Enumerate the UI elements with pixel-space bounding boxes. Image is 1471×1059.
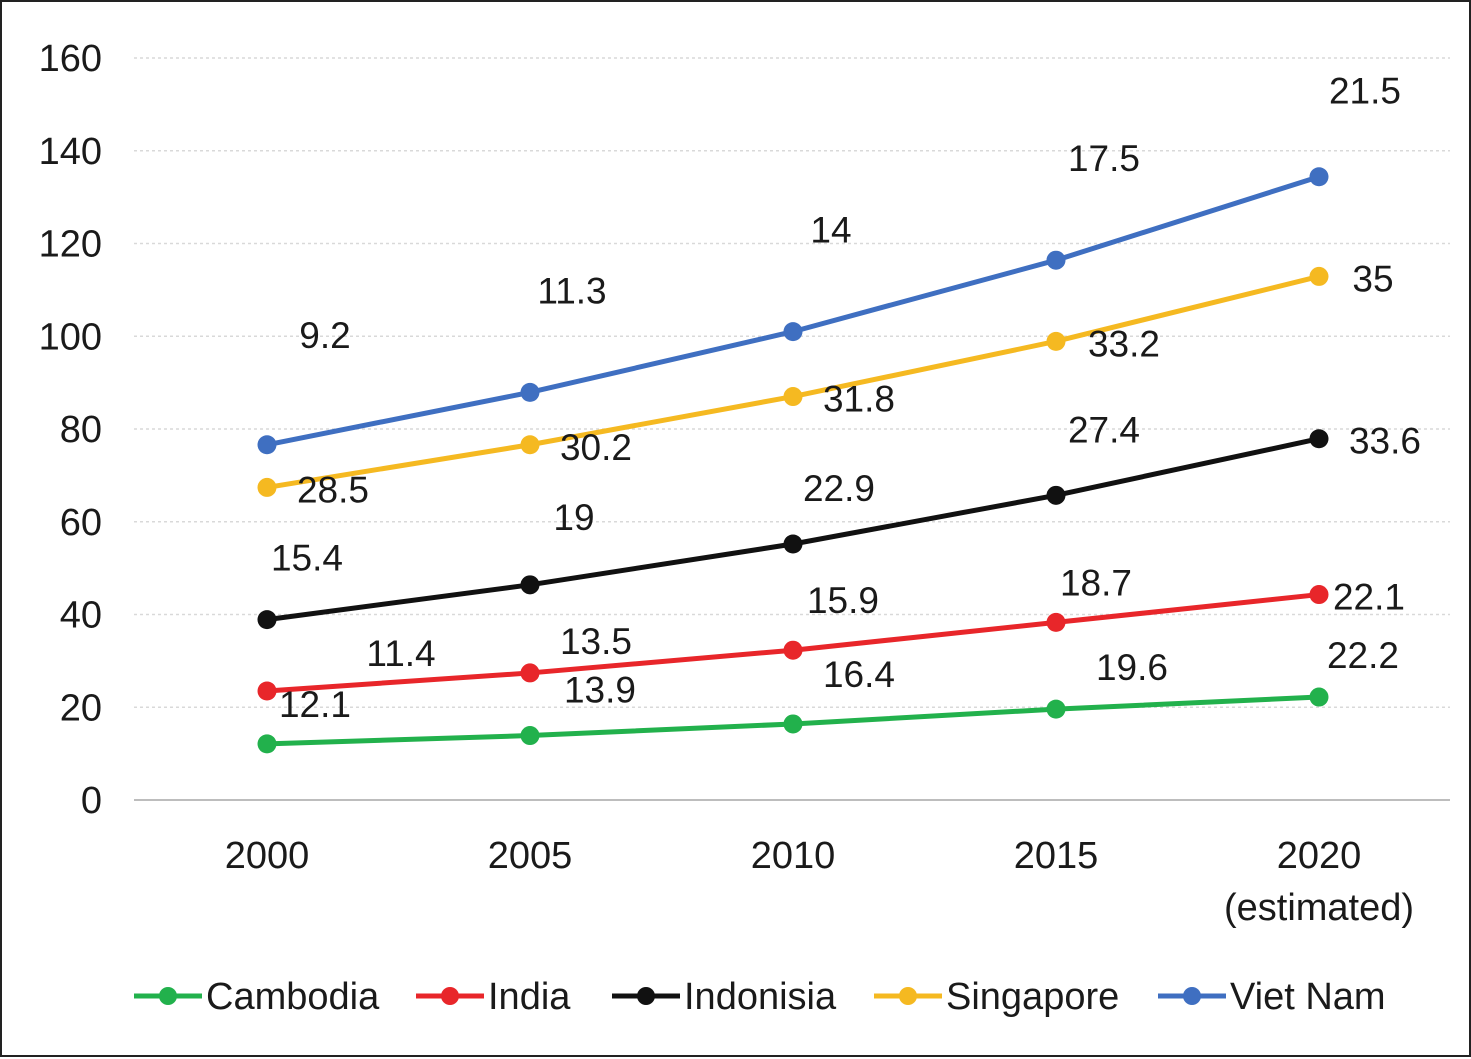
data-label: 19	[553, 497, 594, 538]
data-point	[1309, 266, 1329, 286]
legend-item-indonisia: Indonisia	[612, 976, 837, 1018]
data-label: 22.9	[803, 468, 875, 509]
data-point	[1046, 250, 1066, 270]
y-tick-label: 100	[39, 316, 102, 358]
legend-item-viet-nam: Viet Nam	[1158, 976, 1386, 1018]
data-label: 22.1	[1333, 577, 1405, 618]
legend-label: Viet Nam	[1230, 976, 1386, 1018]
data-point	[1309, 429, 1329, 449]
y-tick-label: 60	[60, 502, 102, 544]
data-label: 30.2	[560, 427, 632, 468]
legend-item-cambodia: Cambodia	[134, 976, 380, 1018]
data-point	[257, 681, 277, 701]
data-label: 28.5	[297, 469, 369, 510]
data-label: 15.9	[807, 580, 879, 621]
gridlines	[134, 57, 1450, 801]
data-point	[783, 640, 803, 660]
x-tick-label: 2020	[1277, 835, 1362, 877]
data-point	[520, 435, 540, 455]
data-point	[1046, 699, 1066, 719]
data-point	[520, 382, 540, 402]
data-label: 35	[1352, 258, 1393, 299]
data-labels: 12.1 13.9 16.4 19.6 22.2 11.4 13.5 15.9 18.7 22.1…	[271, 71, 1421, 725]
y-tick-label: 0	[81, 780, 102, 822]
x-axis: 2000 2005 2010 2015 2020 (estimated)	[225, 835, 1414, 929]
legend-label: Indonisia	[684, 976, 837, 1018]
data-label: 14	[810, 210, 851, 251]
data-label: 21.5	[1329, 71, 1401, 112]
y-tick-label: 80	[60, 409, 102, 451]
data-label: 12.1	[279, 684, 351, 725]
series-lines	[257, 167, 1329, 754]
data-point	[1309, 585, 1329, 605]
data-point	[520, 726, 540, 746]
data-label: 17.5	[1068, 138, 1140, 179]
x-tick-label: 2000	[225, 835, 310, 877]
series-line-singapore	[264, 273, 1322, 490]
data-label: 9.2	[299, 315, 350, 356]
legend-label: Cambodia	[206, 976, 380, 1018]
data-label: 22.2	[1327, 635, 1399, 676]
data-point	[257, 477, 277, 497]
x-tick-label: 2015	[1014, 835, 1099, 877]
legend-item-singapore: Singapore	[874, 976, 1119, 1018]
legend-label: Singapore	[946, 976, 1119, 1018]
data-label: 18.7	[1060, 562, 1132, 603]
data-point	[1309, 167, 1329, 187]
data-label: 11.3	[537, 270, 606, 311]
data-point	[1046, 331, 1066, 351]
legend-marker	[1183, 987, 1201, 1005]
legend-marker	[441, 987, 459, 1005]
legend-marker	[899, 987, 917, 1005]
data-label: 27.4	[1068, 409, 1140, 450]
data-point	[257, 734, 277, 754]
data-point	[783, 534, 803, 554]
data-label: 16.4	[823, 654, 895, 695]
data-label: 11.4	[366, 633, 435, 674]
data-point	[1309, 687, 1329, 707]
y-tick-label: 20	[60, 687, 102, 729]
y-axis: 0 20 40 60 80 100 120 140 160	[39, 38, 102, 822]
data-point	[1046, 612, 1066, 632]
legend-marker	[159, 987, 177, 1005]
x-tick-label: 2010	[751, 835, 836, 877]
data-point	[783, 387, 803, 407]
y-tick-label: 120	[39, 224, 102, 266]
data-point	[1046, 485, 1066, 505]
data-point	[520, 575, 540, 595]
series-line-indonisia	[264, 436, 1322, 623]
data-point	[520, 663, 540, 683]
data-label: 19.6	[1096, 647, 1168, 688]
data-point	[783, 322, 803, 342]
data-point	[257, 610, 277, 630]
data-label: 13.5	[560, 621, 632, 662]
legend-label: India	[488, 976, 571, 1018]
data-label: 31.8	[823, 379, 895, 420]
x-tick-sublabel: (estimated)	[1224, 887, 1414, 929]
legend-marker	[637, 987, 655, 1005]
y-tick-label: 40	[60, 595, 102, 637]
y-tick-label: 140	[39, 131, 102, 173]
data-point	[257, 435, 277, 455]
legend: Cambodia India Indonisia Singapore Viet Nam	[134, 976, 1386, 1018]
data-label: 15.4	[271, 538, 343, 579]
data-point	[783, 714, 803, 734]
y-tick-label: 160	[39, 38, 102, 80]
x-tick-label: 2005	[488, 835, 573, 877]
legend-item-india: India	[416, 976, 571, 1018]
data-label: 13.9	[564, 670, 636, 711]
data-label: 33.2	[1088, 323, 1160, 364]
data-label: 33.6	[1349, 421, 1421, 462]
